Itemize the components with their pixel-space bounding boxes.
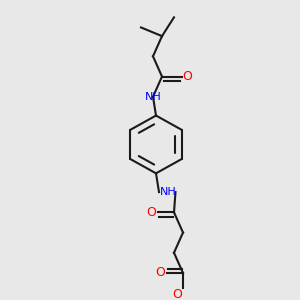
Text: O: O [147, 206, 156, 219]
Text: O: O [183, 70, 192, 83]
Text: O: O [172, 288, 182, 300]
Text: O: O [156, 266, 165, 280]
Text: NH: NH [160, 187, 176, 197]
Text: NH: NH [145, 92, 161, 102]
